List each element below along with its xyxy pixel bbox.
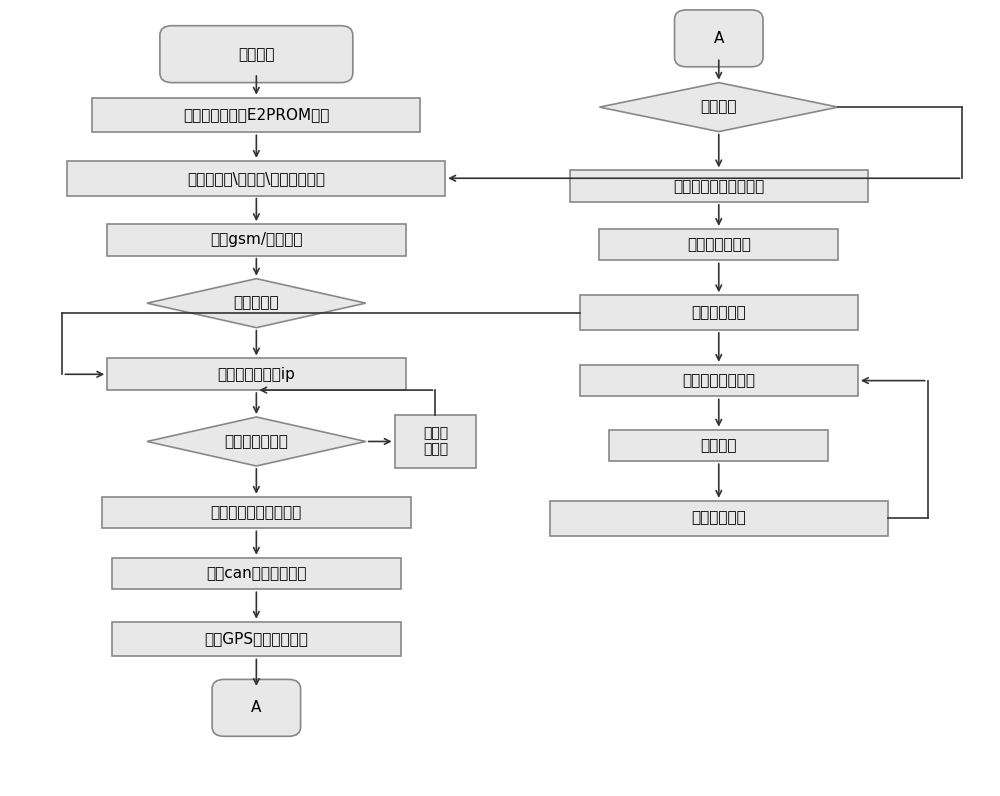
Polygon shape bbox=[147, 279, 366, 328]
FancyBboxPatch shape bbox=[160, 25, 353, 83]
Text: A: A bbox=[251, 700, 262, 716]
Bar bbox=[67, 161, 445, 196]
Bar bbox=[112, 558, 401, 589]
FancyBboxPatch shape bbox=[675, 10, 763, 67]
Text: 数据发往中心: 数据发往中心 bbox=[691, 511, 746, 525]
Text: 是否有紧急按键: 是否有紧急按键 bbox=[224, 434, 288, 449]
Text: 提示进入邮件重量获取: 提示进入邮件重量获取 bbox=[211, 505, 302, 520]
Text: 复位内存，读取E2PROM数据: 复位内存，读取E2PROM数据 bbox=[183, 107, 330, 123]
Text: 接收can数据发往中心: 接收can数据发往中心 bbox=[206, 566, 307, 581]
Text: 复位电子秤\液晶屏\二维码识别器: 复位电子秤\液晶屏\二维码识别器 bbox=[187, 171, 325, 185]
Bar bbox=[107, 224, 406, 256]
Bar bbox=[112, 622, 401, 657]
Bar bbox=[599, 228, 838, 260]
Text: A: A bbox=[714, 31, 724, 46]
Bar bbox=[550, 501, 888, 536]
Text: 连接远程云监控ip: 连接远程云监控ip bbox=[217, 367, 295, 382]
Bar bbox=[609, 430, 828, 461]
Text: 数据发往中心: 数据发往中心 bbox=[691, 305, 746, 320]
Bar bbox=[570, 170, 868, 202]
Text: 数据发
往中心: 数据发 往中心 bbox=[423, 427, 448, 457]
Polygon shape bbox=[599, 83, 838, 131]
Text: 开始上电: 开始上电 bbox=[238, 47, 275, 61]
Bar bbox=[580, 295, 858, 330]
Text: 是否扫码: 是否扫码 bbox=[701, 100, 737, 115]
Bar bbox=[395, 415, 476, 468]
Text: 成功扫描: 成功扫描 bbox=[701, 438, 737, 453]
Text: 是否有故障: 是否有故障 bbox=[234, 295, 279, 310]
Bar bbox=[107, 358, 406, 390]
Text: 扫描二维码儿任务: 扫描二维码儿任务 bbox=[682, 373, 755, 388]
FancyBboxPatch shape bbox=[212, 680, 301, 736]
Text: 打印二维码标签: 打印二维码标签 bbox=[687, 237, 751, 252]
Text: 复位gsm/网络芯片: 复位gsm/网络芯片 bbox=[210, 232, 303, 248]
Bar bbox=[580, 365, 858, 396]
Bar bbox=[102, 497, 411, 529]
Text: 接收GPS数据发往中心: 接收GPS数据发往中心 bbox=[204, 631, 308, 646]
Bar bbox=[92, 98, 420, 132]
Text: 成功读取一件邮件重量: 成功读取一件邮件重量 bbox=[673, 178, 764, 193]
Polygon shape bbox=[147, 417, 366, 466]
